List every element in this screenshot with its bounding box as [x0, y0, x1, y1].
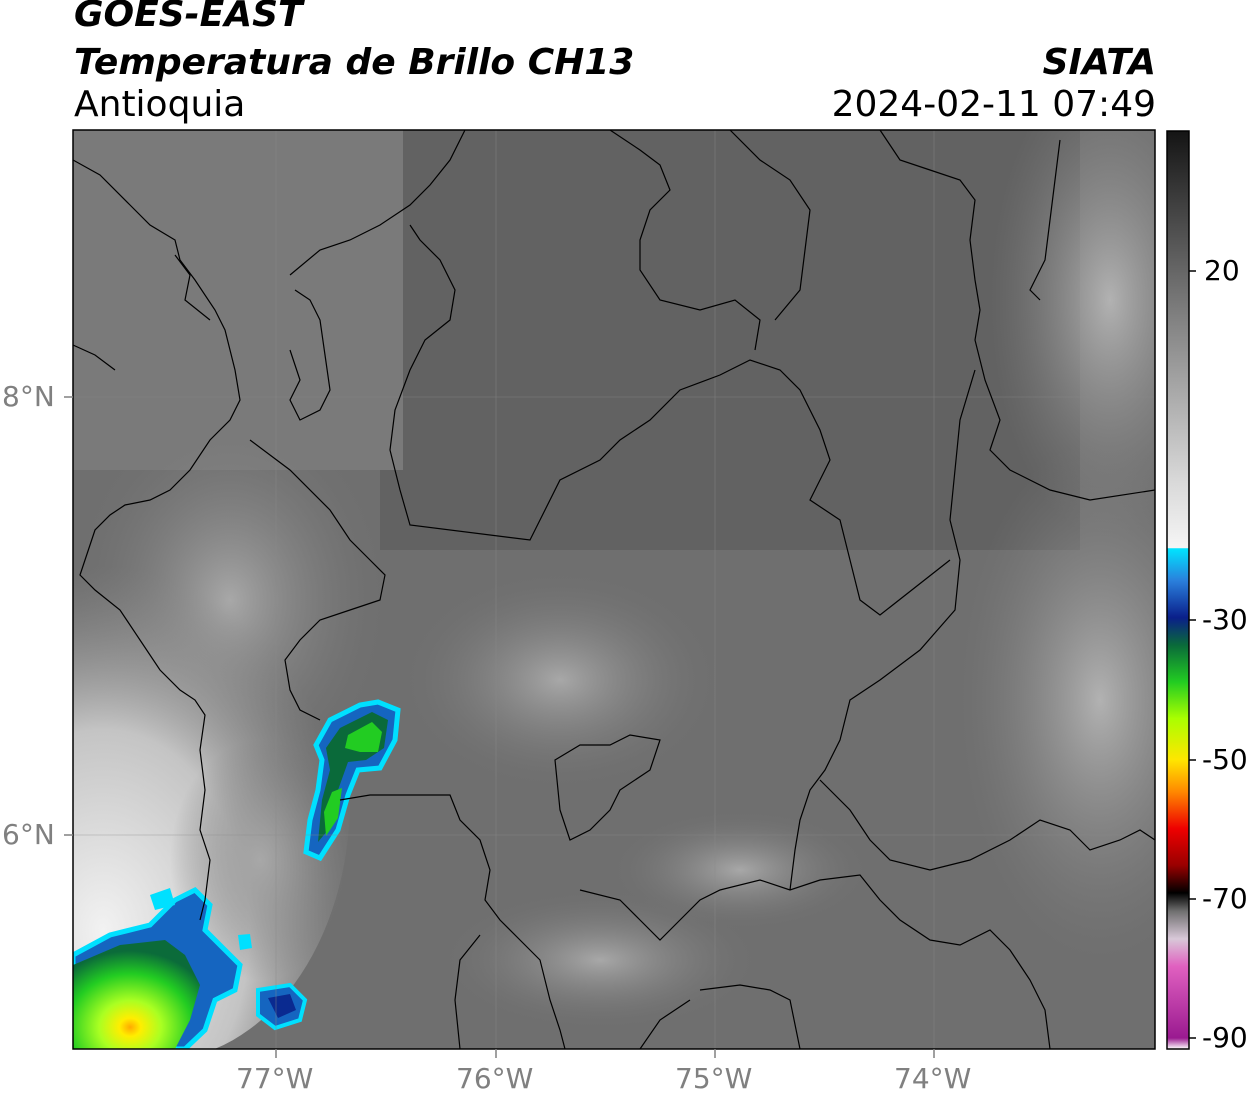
colorbar	[1166, 130, 1190, 1050]
lon-tick-75w: 75°W	[675, 1062, 753, 1095]
colorbar-tick-minus50: -50	[1202, 743, 1248, 776]
map-frame	[72, 129, 1156, 1050]
lat-tick-8n: 8°N	[2, 380, 55, 413]
product-title: Temperatura de Brillo CH13	[74, 42, 635, 83]
lon-tick-77w: 77°W	[236, 1062, 314, 1095]
lat-tick-6n: 6°N	[2, 818, 55, 851]
colorbar-tick-minus70: -70	[1202, 882, 1248, 915]
organization-label: SIATA	[1042, 42, 1156, 83]
datetime-label: 2024-02-11 07:49	[831, 84, 1156, 125]
colorbar-tick-minus90: -90	[1202, 1021, 1248, 1054]
satellite-title: GOES-EAST	[74, 0, 303, 35]
region-label: Antioquia	[74, 84, 246, 125]
colorbar-tick-minus30: -30	[1202, 603, 1248, 636]
lon-tick-76w: 76°W	[456, 1062, 534, 1095]
graticule	[73, 130, 1155, 1049]
colorbar-tick-20: 20	[1204, 254, 1240, 287]
admin-boundaries	[73, 130, 1155, 1049]
brightness-temperature-field	[73, 130, 1155, 1049]
lon-tick-74w: 74°W	[894, 1062, 972, 1095]
